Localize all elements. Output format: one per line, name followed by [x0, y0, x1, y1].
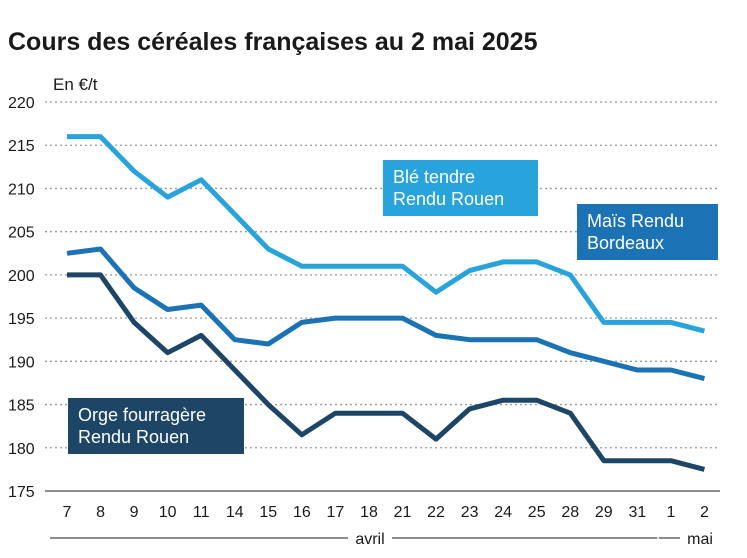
x-tick-label: 9 — [130, 504, 139, 521]
x-tick-label: 18 — [360, 504, 378, 521]
y-tick-label: 180 — [8, 441, 35, 458]
x-axis-ticks: 7 8 9 10 11 14 15 16 17 18 21 22 23 24 25 28 29 31 1 2 — [63, 504, 709, 521]
x-tick-label: 28 — [561, 504, 579, 521]
series-labels: Blé tendre Rendu Rouen Maïs Rendu Bordeaux O… — [68, 160, 718, 454]
series-label-box — [383, 160, 538, 216]
y-tick-label: 220 — [8, 95, 35, 112]
y-axis-ticks: 175 180 185 190 195 200 205 210 215 220 — [8, 95, 35, 501]
x-tick-label: 25 — [528, 504, 546, 521]
x-tick-label: 7 — [63, 504, 72, 521]
y-tick-label: 175 — [8, 484, 35, 501]
series-label-text: Maïs Rendu Bordeaux — [587, 211, 684, 253]
series-label-box — [577, 204, 718, 260]
month-label: mai — [687, 531, 713, 548]
x-tick-label: 17 — [327, 504, 345, 521]
series-line — [67, 272, 706, 472]
x-tick-label: 21 — [394, 504, 412, 521]
x-tick-label: 14 — [226, 504, 244, 521]
x-tick-label: 11 — [193, 504, 210, 521]
x-tick-label: 2 — [700, 504, 709, 521]
series-label-text: Orge fourragère Rendu Rouen — [78, 405, 206, 447]
y-tick-label: 200 — [8, 268, 35, 285]
gridlines — [45, 101, 720, 492]
series-label-box — [68, 398, 244, 454]
y-tick-label: 185 — [8, 398, 35, 415]
x-tick-label: 1 — [666, 504, 675, 521]
series-line — [66, 246, 706, 382]
y-tick-label: 190 — [8, 354, 35, 371]
series-lines — [66, 134, 706, 472]
series-label: Orge fourragère Rendu Rouen — [68, 398, 244, 454]
month-label: avril — [355, 531, 384, 548]
x-tick-label: 8 — [96, 504, 105, 521]
x-tick-label: 31 — [628, 504, 646, 521]
x-tick-label: 16 — [293, 504, 311, 521]
x-tick-label: 15 — [259, 504, 277, 521]
series-label: Blé tendre Rendu Rouen — [383, 160, 538, 216]
chart-title: Cours des céréales françaises au 2 mai 2… — [8, 28, 538, 56]
series-label: Maïs Rendu Bordeaux — [577, 204, 718, 260]
y-tick-label: 205 — [8, 225, 35, 242]
unit-label: En €/t — [53, 75, 98, 94]
month-axis: avril mai — [50, 531, 713, 548]
x-tick-label: 10 — [159, 504, 177, 521]
x-tick-label: 22 — [427, 504, 445, 521]
series-label-text: Blé tendre Rendu Rouen — [393, 167, 504, 209]
x-tick-label: 24 — [494, 504, 512, 521]
y-tick-label: 195 — [8, 311, 35, 328]
y-tick-label: 210 — [8, 181, 35, 198]
series-line — [67, 134, 706, 334]
y-tick-label: 215 — [8, 138, 35, 155]
x-tick-label: 29 — [595, 504, 613, 521]
x-tick-label: 23 — [461, 504, 479, 521]
